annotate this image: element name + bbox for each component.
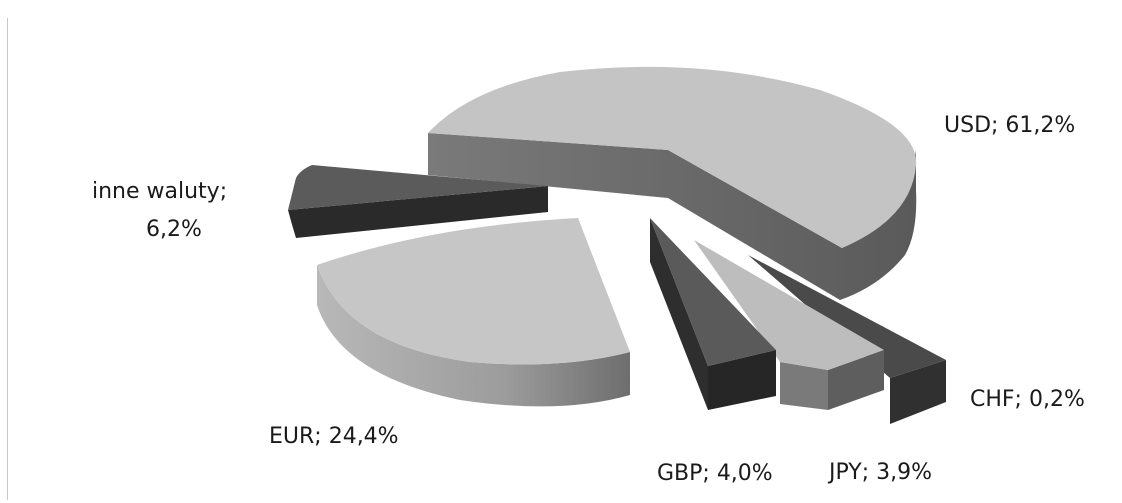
slice-chf-top	[748, 255, 946, 378]
slice-inne	[288, 165, 548, 238]
slice-inne-side	[288, 186, 548, 238]
slice-usd-top	[428, 66, 917, 248]
slice-eur-side	[317, 265, 630, 407]
label-jpy: JPY; 3,9%	[827, 460, 932, 485]
slice-jpy	[694, 240, 884, 410]
slice-gbp-top	[650, 218, 776, 366]
slice-jpy-side	[780, 362, 828, 410]
slice-gbp-side-front	[708, 350, 776, 410]
slice-gbp-side	[650, 218, 708, 410]
slice-chf-side	[890, 360, 946, 424]
slice-usd	[428, 66, 917, 300]
label-eur: EUR; 24,4%	[269, 424, 399, 449]
chart-border	[7, 18, 8, 500]
label-gbp: GBP; 4,0%	[657, 461, 773, 486]
slice-jpy-top	[694, 240, 884, 370]
slice-inne-top	[288, 165, 548, 210]
slice-eur	[317, 218, 630, 407]
slice-usd-side	[428, 133, 917, 300]
label-inne-line1: inne waluty;	[92, 179, 227, 204]
slice-eur-top	[317, 218, 630, 365]
slice-gbp	[650, 218, 776, 410]
slice-chf	[748, 255, 946, 424]
label-inne-line2: 6,2%	[146, 217, 202, 242]
label-usd: USD; 61,2%	[944, 113, 1075, 138]
label-chf: CHF; 0,2%	[970, 387, 1085, 412]
